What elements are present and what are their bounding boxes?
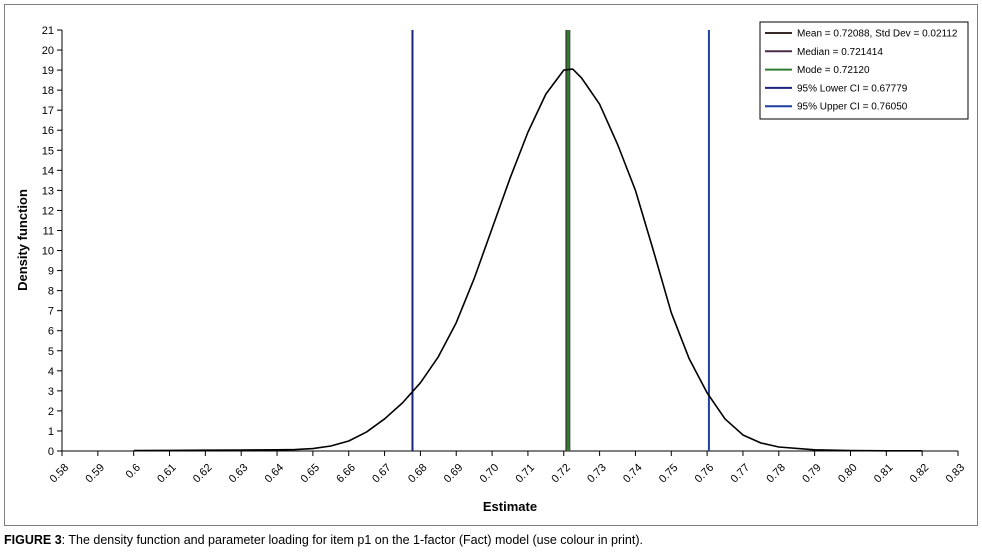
x-tick-label: 0.65 — [298, 462, 322, 486]
density-curve-group — [133, 68, 923, 452]
y-axis-label: Density function — [15, 189, 30, 291]
y-tick-label: 14 — [42, 165, 54, 177]
x-tick-label: 0.79 — [800, 462, 824, 486]
x-tick-label: 6.66 — [334, 462, 358, 486]
y-tick-label: 13 — [42, 185, 54, 197]
caption-text: : The density function and parameter loa… — [61, 533, 643, 547]
caption-label: FIGURE 3 — [4, 533, 62, 547]
y-tick-label: 12 — [42, 205, 54, 217]
y-tick-label: 0 — [48, 446, 54, 458]
x-tick-label: 0.75 — [657, 462, 681, 486]
y-tick-label: 9 — [48, 266, 54, 278]
x-tick-label: 0.80 — [836, 462, 860, 486]
y-tick-label: 19 — [42, 65, 54, 77]
x-tick-label: 0.58 — [48, 462, 72, 486]
x-tick-label: 0.69 — [442, 462, 466, 486]
x-tick-label: 0.83 — [944, 462, 968, 486]
y-tick-label: 7 — [48, 306, 54, 318]
figure-caption: FIGURE 3: The density function and param… — [4, 533, 643, 547]
y-tick-label: 21 — [42, 25, 54, 37]
x-tick-label: 0.77 — [729, 462, 753, 486]
y-tick-label: 6 — [48, 326, 54, 338]
y-tick-label: 15 — [42, 145, 54, 157]
legend-entry-3: 95% Lower CI = 0.67779 — [797, 83, 908, 94]
y-tick-label: 3 — [48, 386, 54, 398]
x-tick-label: 0.81 — [872, 462, 896, 486]
y-tick-label: 20 — [42, 45, 54, 57]
x-tick-label: 0.61 — [155, 462, 179, 486]
statistic-lines — [411, 30, 710, 451]
x-tick-label: 0.6 — [124, 462, 143, 481]
x-tick-label: 0.82 — [908, 462, 932, 486]
legend-entry-4: 95% Upper CI = 0.76050 — [797, 102, 908, 113]
density-curve — [133, 68, 923, 452]
x-axis-label: Estimate — [483, 499, 537, 514]
y-tick-label: 16 — [42, 125, 54, 137]
y-tick-label: 10 — [42, 246, 54, 258]
x-tick-label: 0.62 — [191, 462, 215, 486]
x-tick-label: 0.72 — [549, 462, 573, 486]
y-tick-label: 5 — [48, 346, 54, 358]
y-tick-label: 2 — [48, 406, 54, 418]
x-tick-label: 0.59 — [83, 462, 107, 486]
x-tick-label: 0.74 — [621, 462, 645, 486]
y-tick-label: 18 — [42, 85, 54, 97]
legend-entry-0: Mean = 0.72088, Std Dev = 0.02112 — [797, 29, 958, 40]
x-tick-label: 0.76 — [693, 462, 717, 486]
figure-frame — [4, 4, 978, 526]
y-tick-label: 17 — [42, 105, 54, 117]
x-tick-label: 0.78 — [764, 462, 788, 486]
legend: Mean = 0.72088, Std Dev = 0.02112 Median … — [759, 21, 969, 120]
x-tick-label: 0.68 — [406, 462, 430, 486]
x-tick-label: 0.73 — [585, 462, 609, 486]
y-tick-label: 4 — [48, 366, 54, 378]
x-tick-label: 0.64 — [263, 462, 287, 486]
y-tick-label: 1 — [48, 426, 54, 438]
y-tick-label: 11 — [43, 225, 54, 237]
x-tick-label: 0.63 — [227, 462, 251, 486]
x-tick-label: 0.67 — [370, 462, 394, 486]
legend-box — [759, 21, 969, 120]
x-tick-label: 0.70 — [478, 462, 502, 486]
axes — [61, 30, 958, 452]
y-tick-label: 8 — [48, 286, 54, 298]
legend-entry-2: Mode = 0.72120 — [797, 65, 870, 76]
legend-entry-1: Median = 0.721414 — [797, 47, 883, 58]
x-tick-label: 0.71 — [514, 462, 538, 486]
